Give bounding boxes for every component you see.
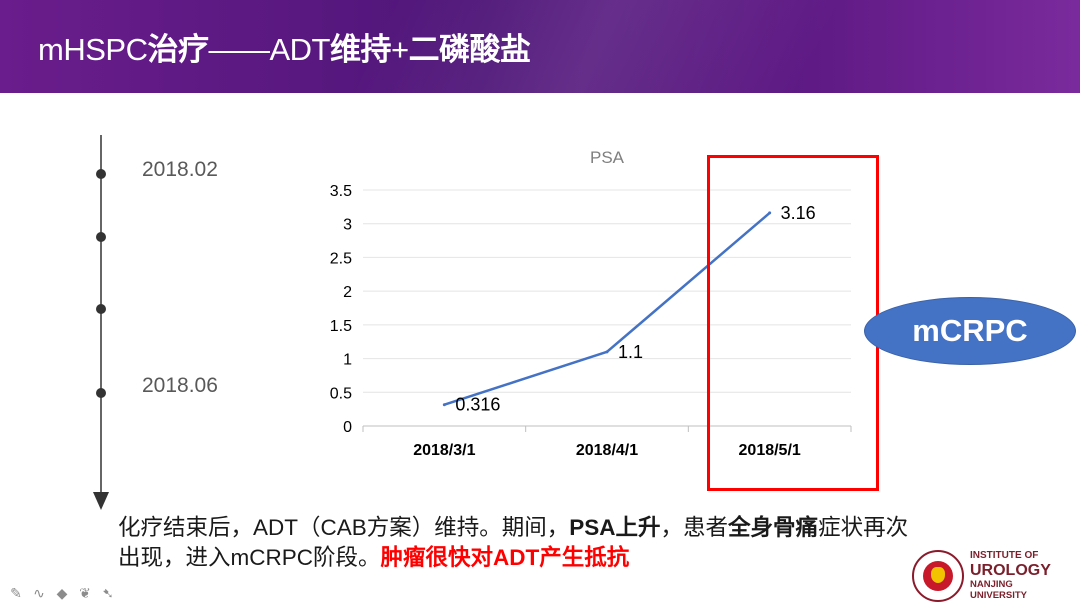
logo-line: INSTITUTE OF — [970, 550, 1039, 561]
timeline-arrowhead — [93, 492, 109, 510]
title-plus: + — [390, 32, 409, 67]
caption-bold: PSA上升 — [569, 515, 661, 540]
y-tick-label: 3.5 — [330, 183, 352, 200]
eraser-icon[interactable]: ◆ — [56, 585, 68, 601]
pen-icon[interactable]: ✎ — [10, 585, 22, 601]
slide-caption: 化疗结束后，ADT（CAB方案）维持。期间，PSA上升，患者全身骨痛症状再次出现… — [118, 513, 918, 573]
logo-line: UROLOGY — [970, 562, 1051, 579]
title-prefix: mHSPC — [38, 32, 148, 67]
caption-part: 症状再次出现，进入mCRPC阶段。 — [118, 515, 909, 570]
caption-bold: 全身骨痛 — [728, 515, 819, 540]
x-tick-label: 2018/4/1 — [576, 442, 638, 459]
y-tick-label: 0.5 — [330, 385, 352, 402]
presentation-toolbar: ✎ ∿ ◆ ❦ ➷ — [8, 582, 116, 604]
highlighter-icon[interactable]: ∿ — [33, 585, 45, 601]
timeline-date: 2018.06 — [142, 374, 218, 397]
caption-part: ，患者 — [660, 515, 729, 540]
data-label: 1.1 — [618, 342, 643, 362]
logo-text: INSTITUTE OF UROLOGY NANJING UNIVERSITY — [970, 550, 1051, 601]
y-tick-label: 0 — [343, 419, 352, 436]
y-tick-label: 1 — [343, 352, 352, 369]
timeline-dot — [96, 388, 106, 398]
chart-title: PSA — [590, 148, 625, 167]
timeline-date: 2018.02 — [142, 158, 218, 181]
title-bold-1: 治疗 — [147, 32, 209, 67]
x-tick-label: 2018/3/1 — [413, 442, 475, 459]
caption-red: 肿瘤很快对ADT产生抵抗 — [380, 545, 630, 570]
timeline — [93, 135, 109, 510]
title-bold-3: 二磷酸盐 — [408, 32, 532, 67]
slide-title: mHSPC治疗——ADT维持+二磷酸盐 — [38, 24, 531, 69]
logo-seal-icon — [912, 550, 964, 602]
pointer-icon[interactable]: ❦ — [79, 585, 91, 601]
psa-data-point — [442, 403, 446, 407]
title-dash: ——ADT — [208, 32, 330, 67]
y-tick-label: 3 — [343, 217, 352, 234]
data-label: 0.316 — [455, 395, 500, 415]
psa-data-point — [605, 350, 609, 354]
timeline-dot — [96, 232, 106, 242]
caption-part: 化疗结束后，ADT（CAB方案）维持。期间， — [118, 515, 570, 540]
y-tick-label: 2 — [343, 284, 352, 301]
mcrpc-badge: mCRPC — [864, 297, 1076, 365]
header-gloss — [0, 0, 1080, 93]
university-logo: INSTITUTE OF UROLOGY NANJING UNIVERSITY — [912, 548, 1072, 606]
y-tick-label: 2.5 — [330, 250, 352, 267]
logo-line: UNIVERSITY — [970, 590, 1028, 601]
highlight-box — [707, 155, 879, 491]
timeline-dot — [96, 304, 106, 314]
y-tick-label: 1.5 — [330, 318, 352, 335]
title-bold-2: 维持 — [329, 32, 392, 67]
laser-icon[interactable]: ➷ — [102, 585, 114, 601]
logo-line: NANJING — [970, 579, 1013, 590]
timeline-dot — [96, 169, 106, 179]
slide-header: mHSPC治疗——ADT维持+二磷酸盐 — [0, 0, 1080, 93]
